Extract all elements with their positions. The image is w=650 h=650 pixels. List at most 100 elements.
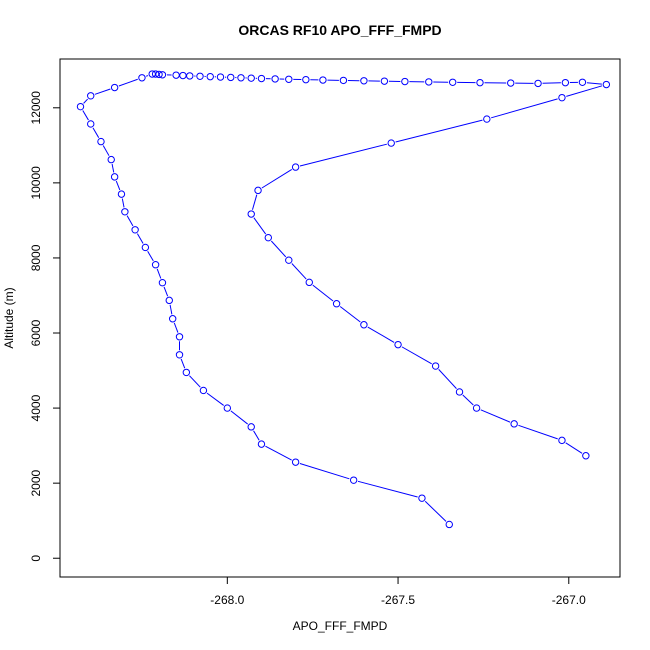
data-point [602,80,611,89]
data-point [151,70,160,78]
x-tick-label: -267.0 [552,593,586,607]
series-line-segment [146,75,149,77]
series-line-segment [94,88,111,95]
data-point [507,79,515,87]
series-line-segment [291,263,307,280]
data-point [199,386,208,395]
data-point [254,186,262,195]
data-point [107,155,115,164]
data-point [117,190,126,198]
data-point [257,74,266,83]
y-axis: 0 2000 4000 6000 8000 10000 12000 [29,91,61,562]
data-point [360,321,368,329]
data-point [247,74,255,82]
data-point [257,440,266,448]
data-point [285,75,293,83]
data-point [476,78,484,87]
data-point [155,70,163,79]
data-point [387,139,395,147]
y-tick-label: 6000 [29,319,43,346]
series-line-segment [230,410,248,425]
data-point [534,79,542,88]
data-point [110,173,119,181]
x-tick-label: -267.5 [381,593,415,607]
data-point [448,78,457,86]
series-line-segment [491,98,558,119]
data-point [168,315,177,323]
series-line-segment [169,304,173,315]
data-point [141,243,150,252]
data-point [418,494,426,502]
data-point [227,73,235,82]
series-line-segment [102,145,110,156]
data-point [206,72,214,81]
series-line-segment [173,322,179,333]
data-point [425,78,433,86]
data-point [472,404,481,412]
data-point [97,137,105,146]
series-line-segment [424,500,447,522]
y-tick-label: 0 [29,555,43,562]
series-line-segment [253,217,267,235]
series-line-segment [206,392,224,406]
data-point [121,208,129,216]
series-line-segment [518,424,558,440]
series-line-segment [147,251,154,262]
y-tick-label: 4000 [29,394,43,421]
series-line-segment [111,163,115,173]
data-point [87,92,95,100]
data-point [394,340,402,349]
series-line-segment [480,409,511,423]
data-point [247,210,255,218]
data-point [445,520,453,529]
data-point [179,71,187,80]
series-line-segment [395,119,483,143]
series-line-segment [121,198,125,208]
data-point [291,163,300,171]
y-tick-label: 10000 [29,166,43,200]
data-point [360,77,368,85]
data-point [110,83,119,92]
data-point [76,102,85,111]
data-point [455,388,464,396]
series-line-segment [251,194,258,210]
data-point [223,404,232,412]
series-line-segment [299,462,350,480]
series-line-segment [115,180,121,191]
series-line-segment [542,82,561,84]
plot-frame [59,58,621,578]
series-line-segment [270,240,287,258]
data-point [578,78,587,86]
x-axis: -268.0 -267.5 -267.0 [210,576,586,607]
data-point [158,279,167,287]
series-line-segment [265,445,292,461]
data-point [558,93,566,102]
y-tick-label: 8000 [29,244,43,271]
data-point [271,75,279,83]
y-tick-label: 12000 [29,91,43,125]
data-point [182,368,191,377]
data-point [285,256,293,264]
data-point [131,226,139,234]
data-point [247,423,255,431]
data-point [339,76,348,85]
data-point [138,74,146,82]
data-point [175,351,184,359]
series-line-segment [180,358,186,369]
series-line-segment [163,286,169,297]
data-point [510,420,518,428]
data-point [401,77,409,86]
data-point [291,458,300,466]
series-line-segment [92,127,100,138]
data-point [483,115,491,123]
series-line-segment [299,143,387,167]
data-point [158,71,167,79]
series-line-segment [339,306,361,323]
series-line-segment [357,480,418,498]
data-point [349,476,358,484]
data-point [431,362,440,370]
data-point [196,72,204,80]
y-axis-label: Altitude (m) [2,287,16,348]
series-line-segment [261,169,293,189]
